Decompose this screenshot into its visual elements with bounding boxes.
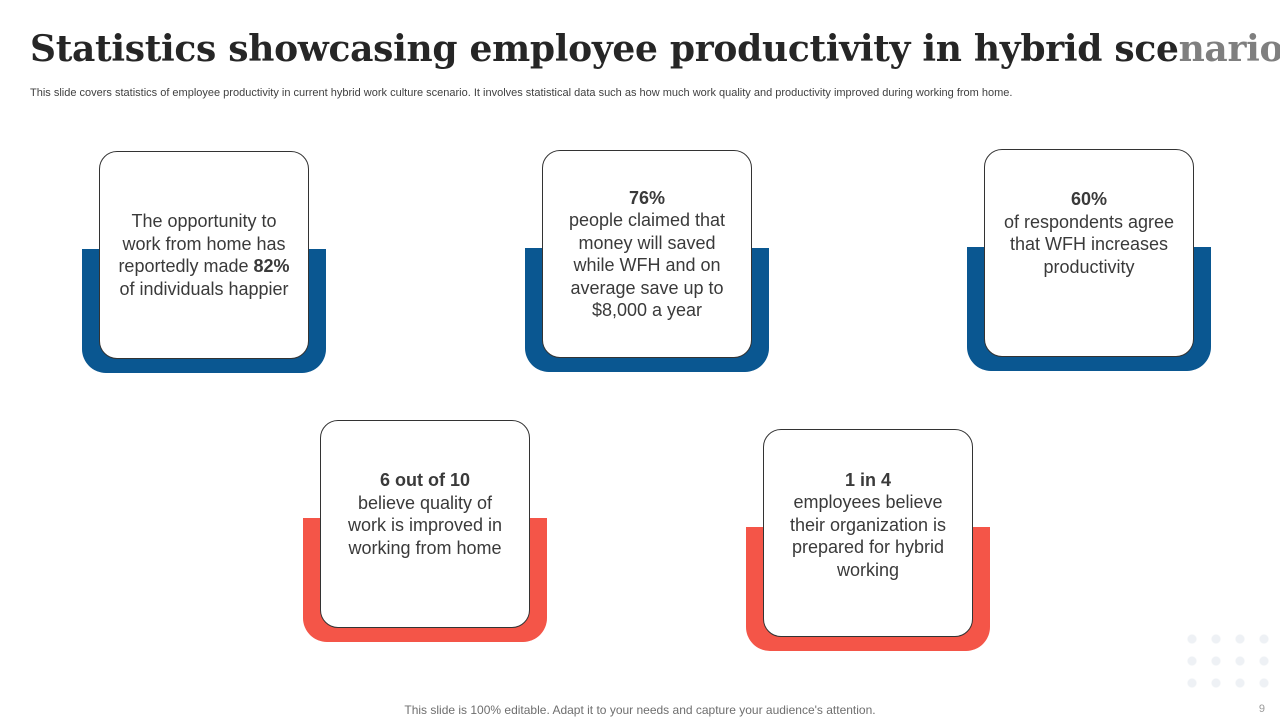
- card-text: 60% of respondents agree that WFH increa…: [1001, 188, 1177, 278]
- card-stat: 6 out of 10: [379, 470, 470, 490]
- stat-card-savings: 76% people claimed that money will saved…: [525, 150, 769, 372]
- card-text: The opportunity to work from home has re…: [118, 211, 290, 299]
- decorative-dot-grid: [1180, 628, 1280, 688]
- footer-note: This slide is 100% editable. Adapt it to…: [404, 703, 876, 717]
- stat-card-happiness: The opportunity to work from home has re…: [82, 151, 326, 373]
- card-panel: 60% of respondents agree that WFH increa…: [984, 149, 1194, 357]
- card-description: of respondents agree that WFH increases …: [1003, 211, 1175, 277]
- card-stat: 76%: [628, 187, 666, 208]
- stat-card-quality: 6 out of 10 believe quality of work is i…: [303, 420, 547, 642]
- card-panel: 76% people claimed that money will saved…: [542, 150, 752, 358]
- page-number: 9: [1258, 703, 1265, 715]
- title-main: Statistics showcasing employee productiv…: [30, 28, 1179, 70]
- card-text: 6 out of 10 believe quality of work is i…: [337, 469, 513, 559]
- card-panel: 6 out of 10 believe quality of work is i…: [320, 420, 530, 628]
- card-description: believe quality of work is improved in w…: [347, 492, 503, 558]
- card-text: 76% people claimed that money will saved…: [559, 187, 735, 322]
- stat-card-preparedness: 1 in 4 employees believe their organizat…: [746, 429, 990, 651]
- card-stat: 82%: [253, 256, 290, 276]
- stat-card-productivity: 60% of respondents agree that WFH increa…: [967, 149, 1211, 371]
- card-text: 1 in 4 employees believe their organizat…: [780, 469, 956, 582]
- title-fade: nario: [1178, 28, 1280, 70]
- card-stat: 1 in 4: [844, 469, 892, 490]
- card-description: employees believe their organization is …: [789, 492, 947, 580]
- card-stat: 60%: [1070, 189, 1108, 209]
- card-description: people claimed that money will saved whi…: [568, 210, 726, 320]
- slide-description: This slide covers statistics of employee…: [30, 87, 1013, 99]
- card-panel: The opportunity to work from home has re…: [99, 151, 309, 359]
- card-panel: 1 in 4 employees believe their organizat…: [763, 429, 973, 637]
- page-title: Statistics showcasing employee productiv…: [30, 26, 1280, 72]
